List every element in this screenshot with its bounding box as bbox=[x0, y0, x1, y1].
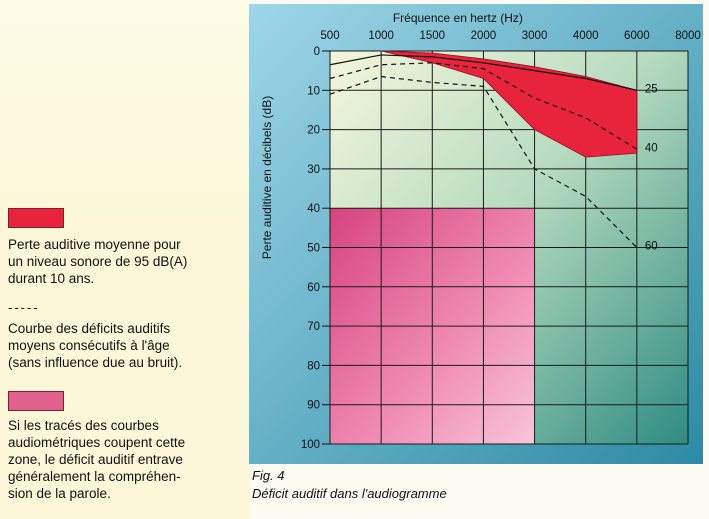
x-tick-4000: 4000 bbox=[573, 30, 599, 42]
legend-panel: Perte auditive moyenne pour un niveau so… bbox=[0, 0, 250, 519]
x-tick-1500: 1500 bbox=[419, 30, 445, 42]
y-tick-100: 100 bbox=[301, 439, 320, 451]
x-tick-3000: 3000 bbox=[522, 30, 548, 42]
speech-swatch bbox=[8, 391, 64, 411]
noise-band bbox=[381, 50, 638, 158]
curve-60 bbox=[329, 75, 638, 248]
audiogram-chart: 500 1000 1500 2000 3000 4000 6000 8000 0 10 20 30 4… bbox=[249, 4, 703, 464]
x-tick-500: 500 bbox=[320, 30, 339, 42]
x-tick-1000: 1000 bbox=[368, 30, 394, 42]
x-axis-title: Fréquence en hertz (Hz) bbox=[393, 11, 523, 25]
noise-swatch bbox=[8, 208, 64, 228]
curve-40 bbox=[329, 62, 638, 150]
figure-caption: Déficit auditif dans l'audiogramme bbox=[252, 486, 447, 501]
y-tick-70: 70 bbox=[307, 321, 320, 333]
y-axis-title: Perte auditive en décibels (dB) bbox=[260, 96, 274, 259]
speech-legend-label: Si les tracés des courbes audiométriques… bbox=[8, 418, 186, 501]
y-tick-20: 20 bbox=[307, 125, 320, 137]
y-tick-80: 80 bbox=[307, 360, 320, 372]
grid bbox=[329, 50, 689, 445]
dash-symbol: ----- bbox=[8, 300, 40, 315]
y-tick-60: 60 bbox=[307, 282, 320, 294]
series-label-60: 60 bbox=[645, 241, 658, 253]
y-tick-10: 10 bbox=[307, 85, 320, 97]
y-tick-30: 30 bbox=[307, 164, 320, 176]
x-tick-8000: 8000 bbox=[675, 30, 701, 42]
curve-25 bbox=[329, 54, 637, 91]
series-label-25: 25 bbox=[645, 83, 658, 95]
y-tick-90: 90 bbox=[307, 400, 320, 412]
figure-number: Fig. 4 bbox=[252, 468, 285, 483]
x-tick-labels: 500 1000 1500 2000 3000 4000 6000 8000 bbox=[320, 30, 700, 42]
series-layer bbox=[329, 54, 638, 248]
x-tick-6000: 6000 bbox=[624, 30, 650, 42]
x-tick-2000: 2000 bbox=[471, 30, 497, 42]
y-tick-40: 40 bbox=[307, 203, 320, 215]
y-tick-50: 50 bbox=[307, 243, 320, 255]
series-labels: 25 40 60 bbox=[645, 83, 658, 252]
age-legend-label: Courbe des déficits auditifs moyens cons… bbox=[8, 321, 183, 370]
y-tick-0: 0 bbox=[314, 46, 320, 58]
noise-legend-label: Perte auditive moyenne pour un niveau so… bbox=[8, 237, 188, 286]
y-tick-labels: 0 10 20 30 40 50 60 70 80 90 100 bbox=[301, 46, 330, 451]
series-label-40: 40 bbox=[645, 142, 658, 154]
